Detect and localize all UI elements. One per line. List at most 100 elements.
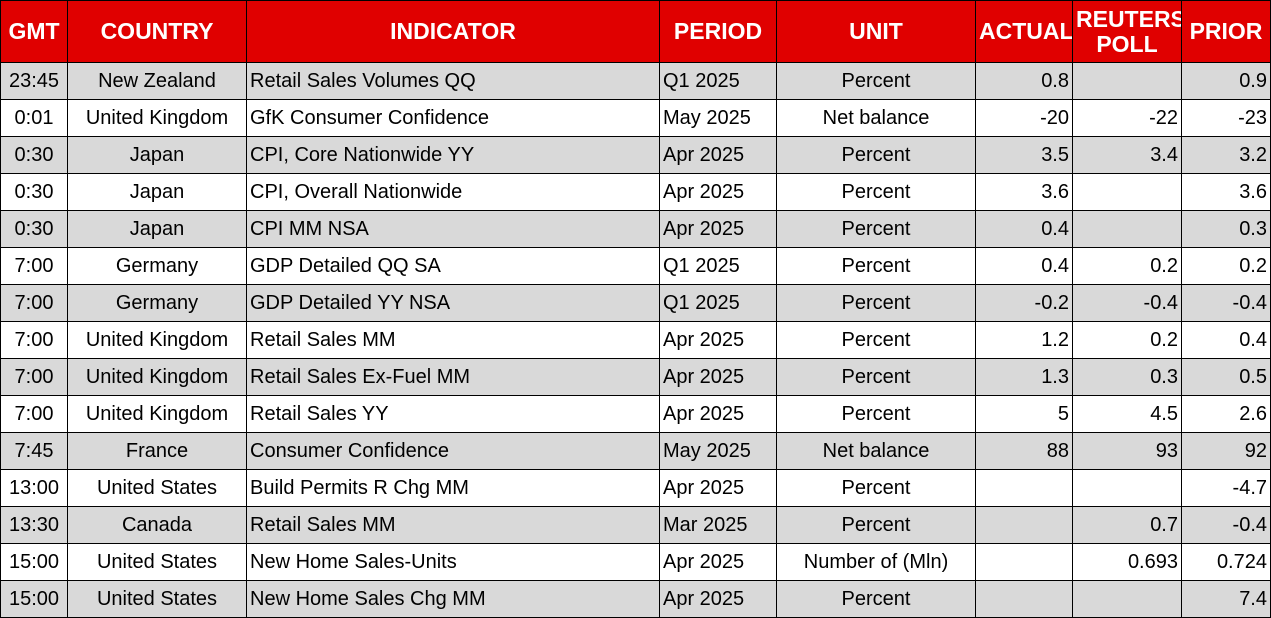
cell-country: United States bbox=[67, 469, 247, 507]
cell-poll: 4.5 bbox=[1072, 395, 1182, 433]
cell-country: Japan bbox=[67, 210, 247, 248]
cell-prior: 0.3 bbox=[1181, 210, 1271, 248]
cell-country: Japan bbox=[67, 136, 247, 174]
cell-unit: Percent bbox=[776, 395, 976, 433]
cell-country: New Zealand bbox=[67, 62, 247, 100]
cell-gmt: 7:00 bbox=[0, 247, 68, 285]
cell-prior: 0.4 bbox=[1181, 321, 1271, 359]
cell-indicator: Retail Sales MM bbox=[246, 321, 660, 359]
cell-prior: 3.6 bbox=[1181, 173, 1271, 211]
cell-country: United Kingdom bbox=[67, 395, 247, 433]
cell-actual: -20 bbox=[975, 99, 1073, 137]
cell-actual bbox=[975, 469, 1073, 507]
cell-unit: Percent bbox=[776, 358, 976, 396]
header-poll-line1: REUTERS bbox=[1076, 6, 1182, 33]
table-row: 13:00 United States Build Permits R Chg MM… bbox=[0, 469, 1271, 507]
cell-prior: -0.4 bbox=[1181, 284, 1271, 322]
table-row: 15:00 United States New Home Sales-Units Ap… bbox=[0, 543, 1271, 581]
cell-prior: 0.5 bbox=[1181, 358, 1271, 396]
cell-gmt: 13:30 bbox=[0, 506, 68, 544]
cell-period: Q1 2025 bbox=[659, 62, 777, 100]
cell-actual: 1.2 bbox=[975, 321, 1073, 359]
cell-unit: Percent bbox=[776, 136, 976, 174]
cell-actual bbox=[975, 506, 1073, 544]
cell-period: Apr 2025 bbox=[659, 580, 777, 618]
cell-gmt: 0:30 bbox=[0, 136, 68, 174]
cell-unit: Percent bbox=[776, 284, 976, 322]
cell-indicator: CPI MM NSA bbox=[246, 210, 660, 248]
header-row: GMT COUNTRY INDICATOR PERIOD UNIT ACTUAL… bbox=[0, 0, 1271, 63]
cell-actual bbox=[975, 580, 1073, 618]
cell-unit: Percent bbox=[776, 247, 976, 285]
cell-indicator: Retail Sales MM bbox=[246, 506, 660, 544]
cell-country: Germany bbox=[67, 247, 247, 285]
cell-unit: Percent bbox=[776, 321, 976, 359]
cell-actual: 3.6 bbox=[975, 173, 1073, 211]
table-row: 7:00 Germany GDP Detailed QQ SA Q1 2025 Perc… bbox=[0, 247, 1271, 285]
cell-poll bbox=[1072, 62, 1182, 100]
cell-actual: 3.5 bbox=[975, 136, 1073, 174]
cell-period: Apr 2025 bbox=[659, 395, 777, 433]
table-row: 0:30 Japan CPI, Overall Nationwide Apr 2025… bbox=[0, 173, 1271, 211]
cell-period: Apr 2025 bbox=[659, 136, 777, 174]
cell-prior: 92 bbox=[1181, 432, 1271, 470]
cell-prior: 2.6 bbox=[1181, 395, 1271, 433]
cell-prior: 7.4 bbox=[1181, 580, 1271, 618]
table-row: 0:01 United Kingdom GfK Consumer Confidenc… bbox=[0, 99, 1271, 137]
cell-period: Apr 2025 bbox=[659, 469, 777, 507]
header-period: PERIOD bbox=[659, 0, 777, 63]
cell-country: United States bbox=[67, 580, 247, 618]
header-unit: UNIT bbox=[776, 0, 976, 63]
cell-indicator: GfK Consumer Confidence bbox=[246, 99, 660, 137]
header-gmt: GMT bbox=[0, 0, 68, 63]
cell-indicator: CPI, Core Nationwide YY bbox=[246, 136, 660, 174]
cell-poll bbox=[1072, 173, 1182, 211]
cell-poll: 0.2 bbox=[1072, 321, 1182, 359]
cell-indicator: Build Permits R Chg MM bbox=[246, 469, 660, 507]
table-row: 7:00 United Kingdom Retail Sales YY Apr 202… bbox=[0, 395, 1271, 433]
cell-prior: 0.9 bbox=[1181, 62, 1271, 100]
cell-unit: Percent bbox=[776, 580, 976, 618]
cell-gmt: 7:00 bbox=[0, 358, 68, 396]
cell-country: Canada bbox=[67, 506, 247, 544]
cell-period: Q1 2025 bbox=[659, 247, 777, 285]
cell-poll: -22 bbox=[1072, 99, 1182, 137]
table-row: 7:00 Germany GDP Detailed YY NSA Q1 2025 Per… bbox=[0, 284, 1271, 322]
table-row: 0:30 Japan CPI MM NSA Apr 2025 Percent 0.4 0.3 bbox=[0, 210, 1271, 248]
cell-gmt: 7:00 bbox=[0, 321, 68, 359]
cell-gmt: 0:30 bbox=[0, 173, 68, 211]
cell-gmt: 0:30 bbox=[0, 210, 68, 248]
header-prior: PRIOR bbox=[1181, 0, 1271, 63]
cell-period: Apr 2025 bbox=[659, 321, 777, 359]
cell-prior: 3.2 bbox=[1181, 136, 1271, 174]
table-row: 23:45 New Zealand Retail Sales Volumes QQ Q… bbox=[0, 62, 1271, 100]
cell-period: Apr 2025 bbox=[659, 210, 777, 248]
cell-country: Japan bbox=[67, 173, 247, 211]
cell-period: Mar 2025 bbox=[659, 506, 777, 544]
cell-gmt: 7:00 bbox=[0, 284, 68, 322]
cell-indicator: GDP Detailed QQ SA bbox=[246, 247, 660, 285]
cell-unit: Percent bbox=[776, 62, 976, 100]
table-row: 7:00 United Kingdom Retail Sales MM Apr 202… bbox=[0, 321, 1271, 359]
cell-country: France bbox=[67, 432, 247, 470]
cell-unit: Number of (Mln) bbox=[776, 543, 976, 581]
cell-poll: 0.7 bbox=[1072, 506, 1182, 544]
cell-indicator: Retail Sales Ex-Fuel MM bbox=[246, 358, 660, 396]
table-row: 13:30 Canada Retail Sales MM Mar 2025 Percen… bbox=[0, 506, 1271, 544]
cell-period: Apr 2025 bbox=[659, 543, 777, 581]
cell-poll: 0.693 bbox=[1072, 543, 1182, 581]
header-poll-line2: POLL bbox=[1096, 30, 1158, 57]
cell-poll bbox=[1072, 580, 1182, 618]
cell-gmt: 13:00 bbox=[0, 469, 68, 507]
cell-indicator: Retail Sales YY bbox=[246, 395, 660, 433]
cell-gmt: 7:45 bbox=[0, 432, 68, 470]
cell-period: May 2025 bbox=[659, 99, 777, 137]
cell-country: United Kingdom bbox=[67, 99, 247, 137]
cell-period: May 2025 bbox=[659, 432, 777, 470]
cell-country: United Kingdom bbox=[67, 321, 247, 359]
cell-gmt: 23:45 bbox=[0, 62, 68, 100]
cell-actual: 0.4 bbox=[975, 247, 1073, 285]
header-actual: ACTUAL bbox=[975, 0, 1073, 63]
cell-actual: 5 bbox=[975, 395, 1073, 433]
